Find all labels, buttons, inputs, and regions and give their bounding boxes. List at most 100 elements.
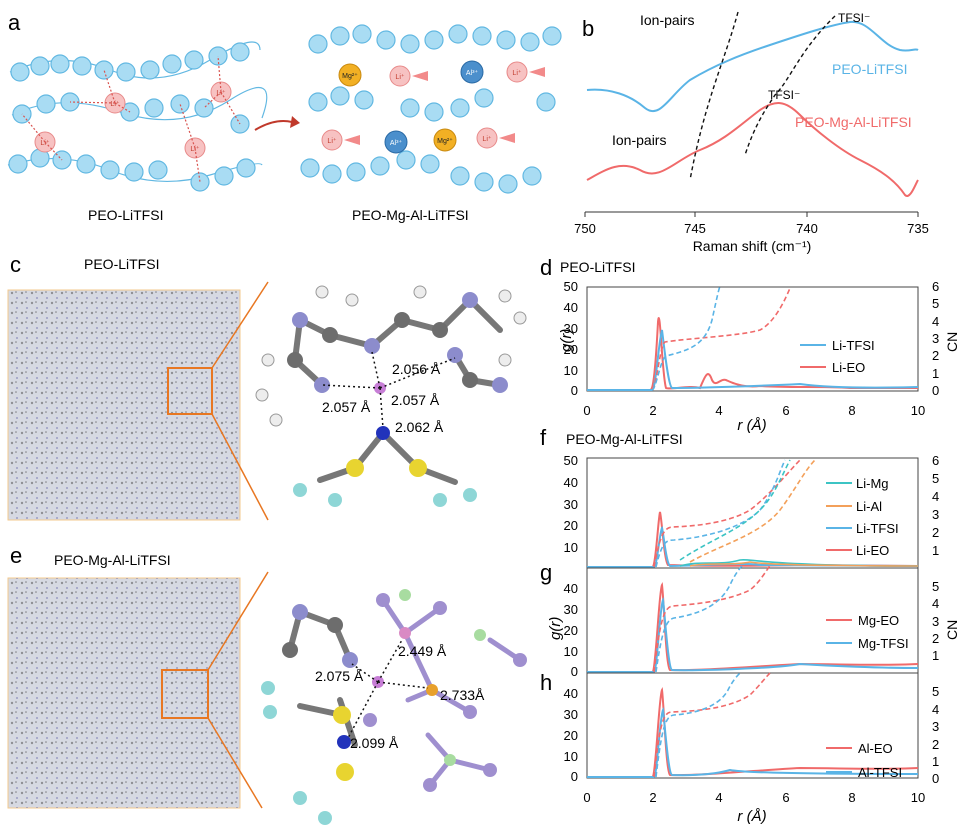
b-series-bottom-label: PEO-Mg-Al-LiTFSI <box>795 114 912 130</box>
f-li-mg-cn <box>679 459 791 561</box>
g-cntick: 5 <box>932 579 939 594</box>
panel-g-letter: g <box>540 560 552 585</box>
li-label: Li⁺ <box>512 69 521 77</box>
h-ytick: 30 <box>564 707 578 722</box>
zoom-line-c <box>211 281 269 369</box>
f-cntick: 4 <box>932 489 939 504</box>
h-cntick: 5 <box>932 684 939 699</box>
g-mg-tfsi-curve <box>587 597 919 673</box>
d-ytick: 0 <box>571 383 578 398</box>
panel-b-letter: b <box>582 16 594 41</box>
h-xtick: 8 <box>848 790 855 805</box>
h-cntick: 2 <box>932 737 939 752</box>
d-cntick: 0 <box>932 383 939 398</box>
h-al-tfsi-cn <box>655 672 741 778</box>
panel-h: h 40 30 20 10 0 5 4 3 2 1 0 0 2 4 6 8 10… <box>540 670 939 825</box>
d-li-tfsi-cn <box>651 285 721 391</box>
c-distance-2: 2.057 Å <box>322 399 371 415</box>
li-label: Li⁺ <box>482 135 491 143</box>
f-ytick: 20 <box>564 518 578 533</box>
li-label: Li⁺ <box>110 100 119 108</box>
f-li-al-curve <box>689 561 919 567</box>
arrow-head-icon <box>290 116 300 128</box>
f-cntick: 1 <box>932 543 939 558</box>
d-xtick: 6 <box>782 403 789 418</box>
b-dashed-tfsi <box>744 15 836 156</box>
h-cntick: 4 <box>932 702 939 717</box>
h-cntick: 0 <box>932 771 939 786</box>
g-mg-tfsi-cn <box>655 565 743 673</box>
panel-f-letter: f <box>540 425 547 450</box>
al-ions-right <box>384 60 484 154</box>
g-cntick: 4 <box>932 596 939 611</box>
h-ytick: 20 <box>564 728 578 743</box>
d-cntick: 2 <box>932 348 939 363</box>
g-cntick: 1 <box>932 648 939 663</box>
d-ytick: 10 <box>564 363 578 378</box>
mg-label: Mg²⁺ <box>342 72 358 80</box>
panel-b: b 750 745 740 735 Raman shift (cm⁻¹) Ion… <box>574 11 929 254</box>
panel-e-title: PEO-Mg-Al-LiTFSI <box>54 552 171 568</box>
c-distance-1: 2.056 Å <box>392 361 441 377</box>
d-xtick: 8 <box>848 403 855 418</box>
panel-h-letter: h <box>540 670 552 695</box>
panel-c-title: PEO-LiTFSI <box>84 256 159 272</box>
li-label: Li⁺ <box>327 137 336 145</box>
d-xtick: 4 <box>715 403 722 418</box>
b-ann-ionpairs-top: Ion-pairs <box>640 12 694 28</box>
peo-chains-left <box>7 41 268 192</box>
g-ytick: 20 <box>564 623 578 638</box>
f-li-tfsi-cn <box>655 459 786 568</box>
h-xtick: 6 <box>782 790 789 805</box>
d-li-eo-curve <box>587 317 918 391</box>
f-cntick: 5 <box>932 471 939 486</box>
c-distance-3: 2.057 Å <box>391 392 440 408</box>
al-label: Al³⁺ <box>390 139 403 147</box>
b-tick-label: 740 <box>796 221 818 236</box>
b-series-top <box>586 20 919 113</box>
e-distance-3: 2.733Å <box>440 687 485 703</box>
f-legend-label: Li-EO <box>856 543 889 558</box>
b-series-bottom <box>586 102 919 197</box>
e-distance-4: 2.099 Å <box>350 735 399 751</box>
f-li-al-cn <box>689 459 816 563</box>
panel-d-letter: d <box>540 255 552 280</box>
d-li-eo-cn <box>651 287 791 391</box>
d-ytick: 30 <box>564 321 578 336</box>
d-ytick: 40 <box>564 300 578 315</box>
b-ann-tfsi-bottom: TFSI⁻ <box>768 88 800 102</box>
b-tick-label: 750 <box>574 221 596 236</box>
g-mg-eo-curve <box>587 582 919 673</box>
d-ytick: 50 <box>564 279 578 294</box>
h-ytick: 10 <box>564 749 578 764</box>
h-xtick: 0 <box>583 790 590 805</box>
d-cntick: 3 <box>932 331 939 346</box>
f-ytick: 50 <box>564 453 578 468</box>
g-cntick: 3 <box>932 614 939 629</box>
f-li-eo-curve <box>587 511 919 568</box>
h-cntick: 1 <box>932 754 939 769</box>
b-xlabel: Raman shift (cm⁻¹) <box>693 238 812 254</box>
d-cntick: 6 <box>932 279 939 294</box>
d-cntick: 5 <box>932 296 939 311</box>
panel-a-left-caption: PEO-LiTFSI <box>88 207 163 223</box>
h-cntick: 3 <box>932 719 939 734</box>
f-ytick: 40 <box>564 475 578 490</box>
h-ytick: 40 <box>564 686 578 701</box>
d-plot-frame <box>586 286 919 392</box>
e-distance-1: 2.449 Å <box>398 643 447 659</box>
d-legend-label: Li-EO <box>832 360 865 375</box>
f-cntick: 6 <box>932 453 939 468</box>
d-ylabel-right: CN <box>944 332 960 352</box>
b-tick-label: 735 <box>907 221 929 236</box>
g-ylabel: g(r) <box>547 617 564 640</box>
molecule-e: 2.449 Å 2.075 Å 2.733Å 2.099 Å <box>261 589 527 825</box>
d-legend-label: Li-TFSI <box>832 338 875 353</box>
panel-e: e PEO-Mg-Al-LiTFSI <box>7 543 527 825</box>
d-xtick: 0 <box>583 403 590 418</box>
panel-c-letter: c <box>10 252 21 277</box>
c-distance-4: 2.062 Å <box>395 419 444 435</box>
zoom-box-c <box>167 367 213 415</box>
b-dashed-ionpairs <box>689 11 739 181</box>
h-xtick: 10 <box>911 790 925 805</box>
